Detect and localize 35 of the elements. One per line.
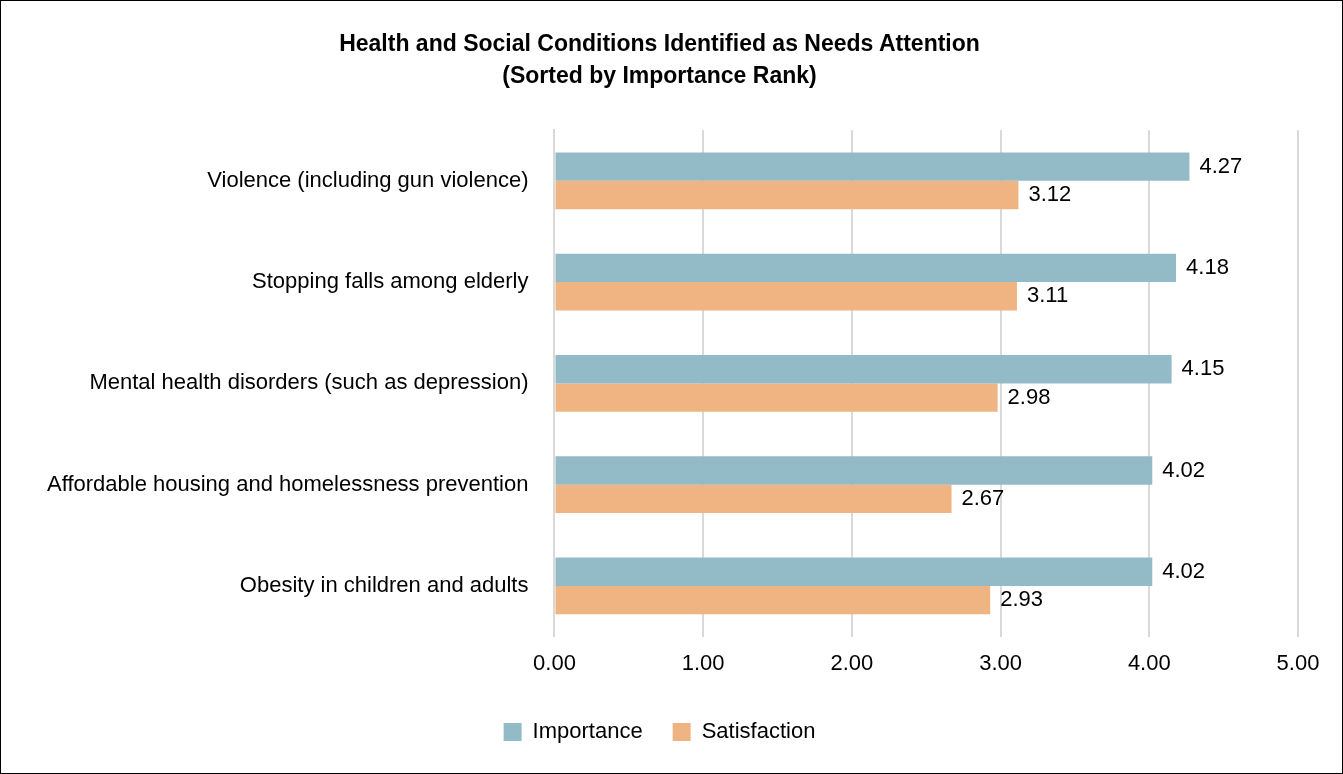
x-tick-label: 3.00 — [979, 649, 1022, 675]
x-tick-label: 2.00 — [830, 649, 874, 675]
data-label: 3.12 — [1028, 181, 1072, 207]
bar — [555, 557, 1153, 586]
x-tick-label: 0.00 — [533, 649, 576, 675]
bar — [555, 355, 1172, 384]
bar — [555, 180, 1019, 210]
y-tick-label: Obesity in children and adults — [239, 572, 529, 598]
bar — [555, 484, 952, 514]
bar — [555, 152, 1190, 181]
bar — [555, 253, 1177, 283]
y-tick-label: Affordable housing and homelessness prevention — [46, 470, 529, 496]
y-tick-label: Stopping falls among elderly — [252, 268, 529, 294]
bar — [555, 383, 998, 412]
data-label: 3.11 — [1026, 282, 1069, 308]
data-label: 4.02 — [1162, 557, 1206, 583]
bar — [555, 585, 991, 615]
x-tick-label: 4.00 — [1127, 649, 1171, 675]
data-label: 4.15 — [1181, 355, 1225, 381]
data-label: 2.93 — [1000, 586, 1044, 612]
chart-subtitle: (Sorted by Importance Rank) — [502, 61, 817, 88]
y-tick-label: Violence (including gun violence) — [207, 166, 529, 192]
data-label: 4.18 — [1186, 254, 1229, 279]
x-tick-label: 5.00 — [1276, 649, 1320, 675]
x-tick-label: 1.00 — [681, 649, 725, 675]
data-label: 4.02 — [1162, 456, 1206, 482]
bar — [555, 282, 1017, 311]
y-tick-label: Mental health disorders (such as depression) — [89, 369, 529, 395]
legend-label: Satisfaction — [701, 718, 816, 744]
bar — [555, 456, 1153, 485]
legend-label: Importance — [532, 718, 643, 744]
data-label: 2.67 — [961, 484, 1005, 510]
chart-title: Health and Social Conditions Identified as Needs Attention — [339, 30, 980, 57]
data-label: 4.27 — [1199, 152, 1243, 178]
data-label: 2.98 — [1007, 383, 1051, 409]
